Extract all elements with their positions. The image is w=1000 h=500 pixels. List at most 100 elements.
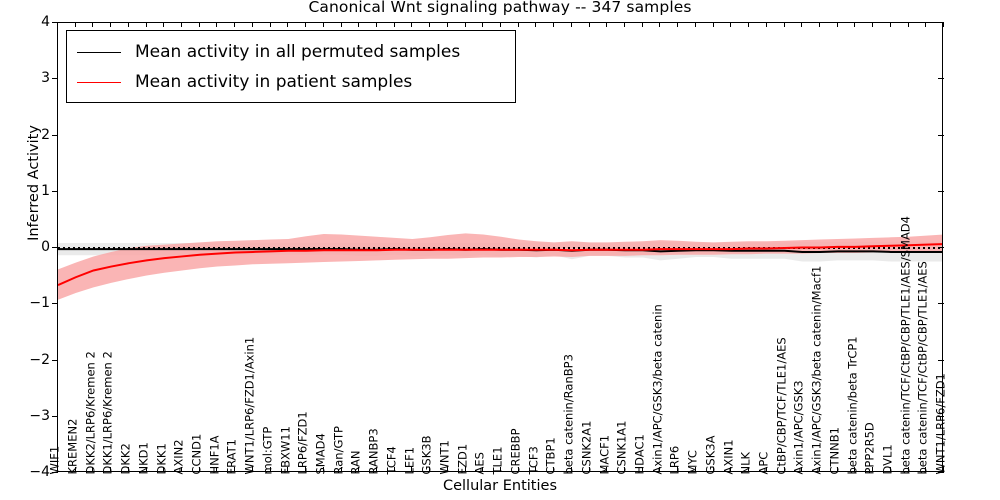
x-tick-label: PPP2R5D	[862, 421, 877, 474]
x-tick-mark	[783, 467, 785, 472]
x-tick-label: TLE1	[490, 445, 505, 474]
x-tick-mark	[907, 467, 909, 472]
x-tick-mark	[606, 467, 608, 472]
x-tick-label: DKK1	[154, 442, 169, 474]
y-tick-mark	[938, 359, 944, 361]
x-tick-label: DKK2/LRP6/Kremen 2	[83, 350, 98, 474]
x-tick-label: CCND1	[189, 433, 204, 474]
y-tick-label: −1	[29, 295, 50, 312]
x-tick-mark-top	[92, 22, 94, 27]
x-tick-mark	[446, 467, 448, 472]
x-tick-mark	[127, 467, 129, 472]
x-tick-mark-top	[322, 22, 324, 27]
x-tick-mark-top	[411, 22, 413, 27]
x-tick-label: Axin1/APC/GSK3	[791, 379, 806, 474]
x-tick-mark	[251, 467, 253, 472]
legend-label-patient: Mean activity in patient samples	[135, 72, 413, 92]
x-tick-label: Axin1/APC/GSK3/beta catenin	[650, 303, 665, 474]
x-tick-label: FZD1	[455, 443, 470, 474]
x-tick-mark-top	[74, 22, 76, 27]
x-tick-mark-top	[57, 22, 58, 27]
x-tick-mark	[375, 467, 377, 472]
x-tick-mark	[269, 467, 271, 472]
x-tick-mark-top	[517, 22, 519, 27]
x-tick-mark-top	[269, 22, 271, 27]
y-tick-mark	[52, 303, 58, 305]
x-axis-ticks	[57, 467, 944, 473]
x-tick-mark-top	[145, 22, 147, 27]
x-tick-label: beta catenin/beta TrCP1	[845, 335, 860, 474]
y-tick-mark	[938, 247, 944, 248]
x-tick-mark-top	[127, 22, 129, 27]
x-tick-label: beta catenin/RanBP3	[561, 353, 576, 474]
y-tick-mark	[938, 134, 944, 136]
x-tick-mark-top	[482, 22, 484, 27]
x-tick-mark	[659, 467, 661, 472]
y-tick-mark	[52, 415, 58, 417]
x-tick-label: KREMEN2	[65, 418, 80, 474]
legend-label-permuted: Mean activity in all permuted samples	[135, 42, 461, 62]
y-tick-label: 0	[41, 239, 50, 255]
x-tick-mark	[216, 467, 218, 472]
x-tick-mark-top	[500, 22, 501, 27]
x-tick-mark	[464, 467, 466, 472]
x-tick-mark-top	[464, 22, 466, 27]
x-axis-title: Cellular Entities	[442, 478, 558, 494]
y-tick-label: 2	[41, 126, 50, 143]
y-tick-mark	[938, 78, 944, 80]
chart-title: Canonical Wnt signaling pathway -- 347 s…	[308, 0, 692, 16]
y-tick-mark	[52, 359, 58, 361]
x-tick-mark	[872, 467, 874, 472]
x-tick-label: mol:GTP	[260, 426, 275, 474]
x-tick-mark-top	[110, 22, 112, 27]
y-tick-mark	[938, 303, 944, 305]
x-tick-mark-top	[588, 22, 590, 27]
x-tick-label: beta catenin/TCF/CtBP/CBP/TLE1/AES	[915, 260, 930, 474]
series-lines	[58, 243, 942, 287]
x-tick-mark	[535, 467, 537, 472]
y-tick-label: −2	[29, 351, 50, 368]
x-tick-mark	[889, 467, 891, 472]
x-tick-mark-top	[216, 22, 218, 27]
x-tick-mark-top	[553, 22, 555, 27]
x-tick-mark	[801, 467, 803, 472]
chart-legend: Mean activity in all permuted samples Me…	[66, 30, 516, 103]
x-tick-label: GSK3A	[703, 435, 718, 474]
y-tick-label: −3	[29, 407, 50, 424]
x-tick-mark-top	[659, 22, 661, 27]
x-tick-mark-top	[925, 22, 927, 27]
y-tick-mark	[938, 190, 944, 192]
x-tick-mark	[748, 467, 750, 472]
x-tick-mark	[393, 467, 395, 472]
x-tick-mark-top	[748, 22, 750, 27]
x-tick-mark	[411, 467, 413, 472]
y-tick-label: −4	[29, 464, 50, 480]
x-tick-label: Ran/GTP	[331, 425, 346, 474]
x-tick-mark-top	[836, 22, 838, 27]
x-tick-mark	[287, 467, 289, 472]
x-tick-label: TCF3	[526, 445, 541, 474]
y-tick-mark	[52, 472, 58, 473]
x-tick-mark	[818, 467, 820, 472]
x-tick-mark	[234, 467, 236, 472]
x-tick-label: WNT1/LRP6/FZD1	[933, 372, 948, 474]
x-tick-label: TCF4	[384, 445, 399, 474]
x-tick-label: NKD1	[136, 441, 151, 474]
x-tick-label: NLK	[738, 451, 753, 474]
x-tick-mark-top	[730, 22, 732, 27]
x-tick-mark-top	[783, 22, 785, 27]
y-tick-mark	[52, 22, 58, 23]
x-tick-mark	[553, 467, 555, 472]
legend-entry: Mean activity in patient samples	[77, 67, 505, 97]
x-tick-mark-top	[907, 22, 909, 27]
x-tick-mark-top	[375, 22, 377, 27]
y-tick-label: 1	[41, 182, 50, 199]
x-tick-mark	[74, 467, 76, 472]
x-tick-mark-top	[801, 22, 803, 27]
x-tick-mark-top	[677, 22, 679, 27]
x-tick-label: CTBP1	[543, 436, 558, 474]
x-tick-mark	[517, 467, 519, 472]
x-tick-mark-top	[198, 22, 200, 27]
x-tick-mark	[163, 467, 165, 472]
x-tick-mark-top	[872, 22, 874, 27]
